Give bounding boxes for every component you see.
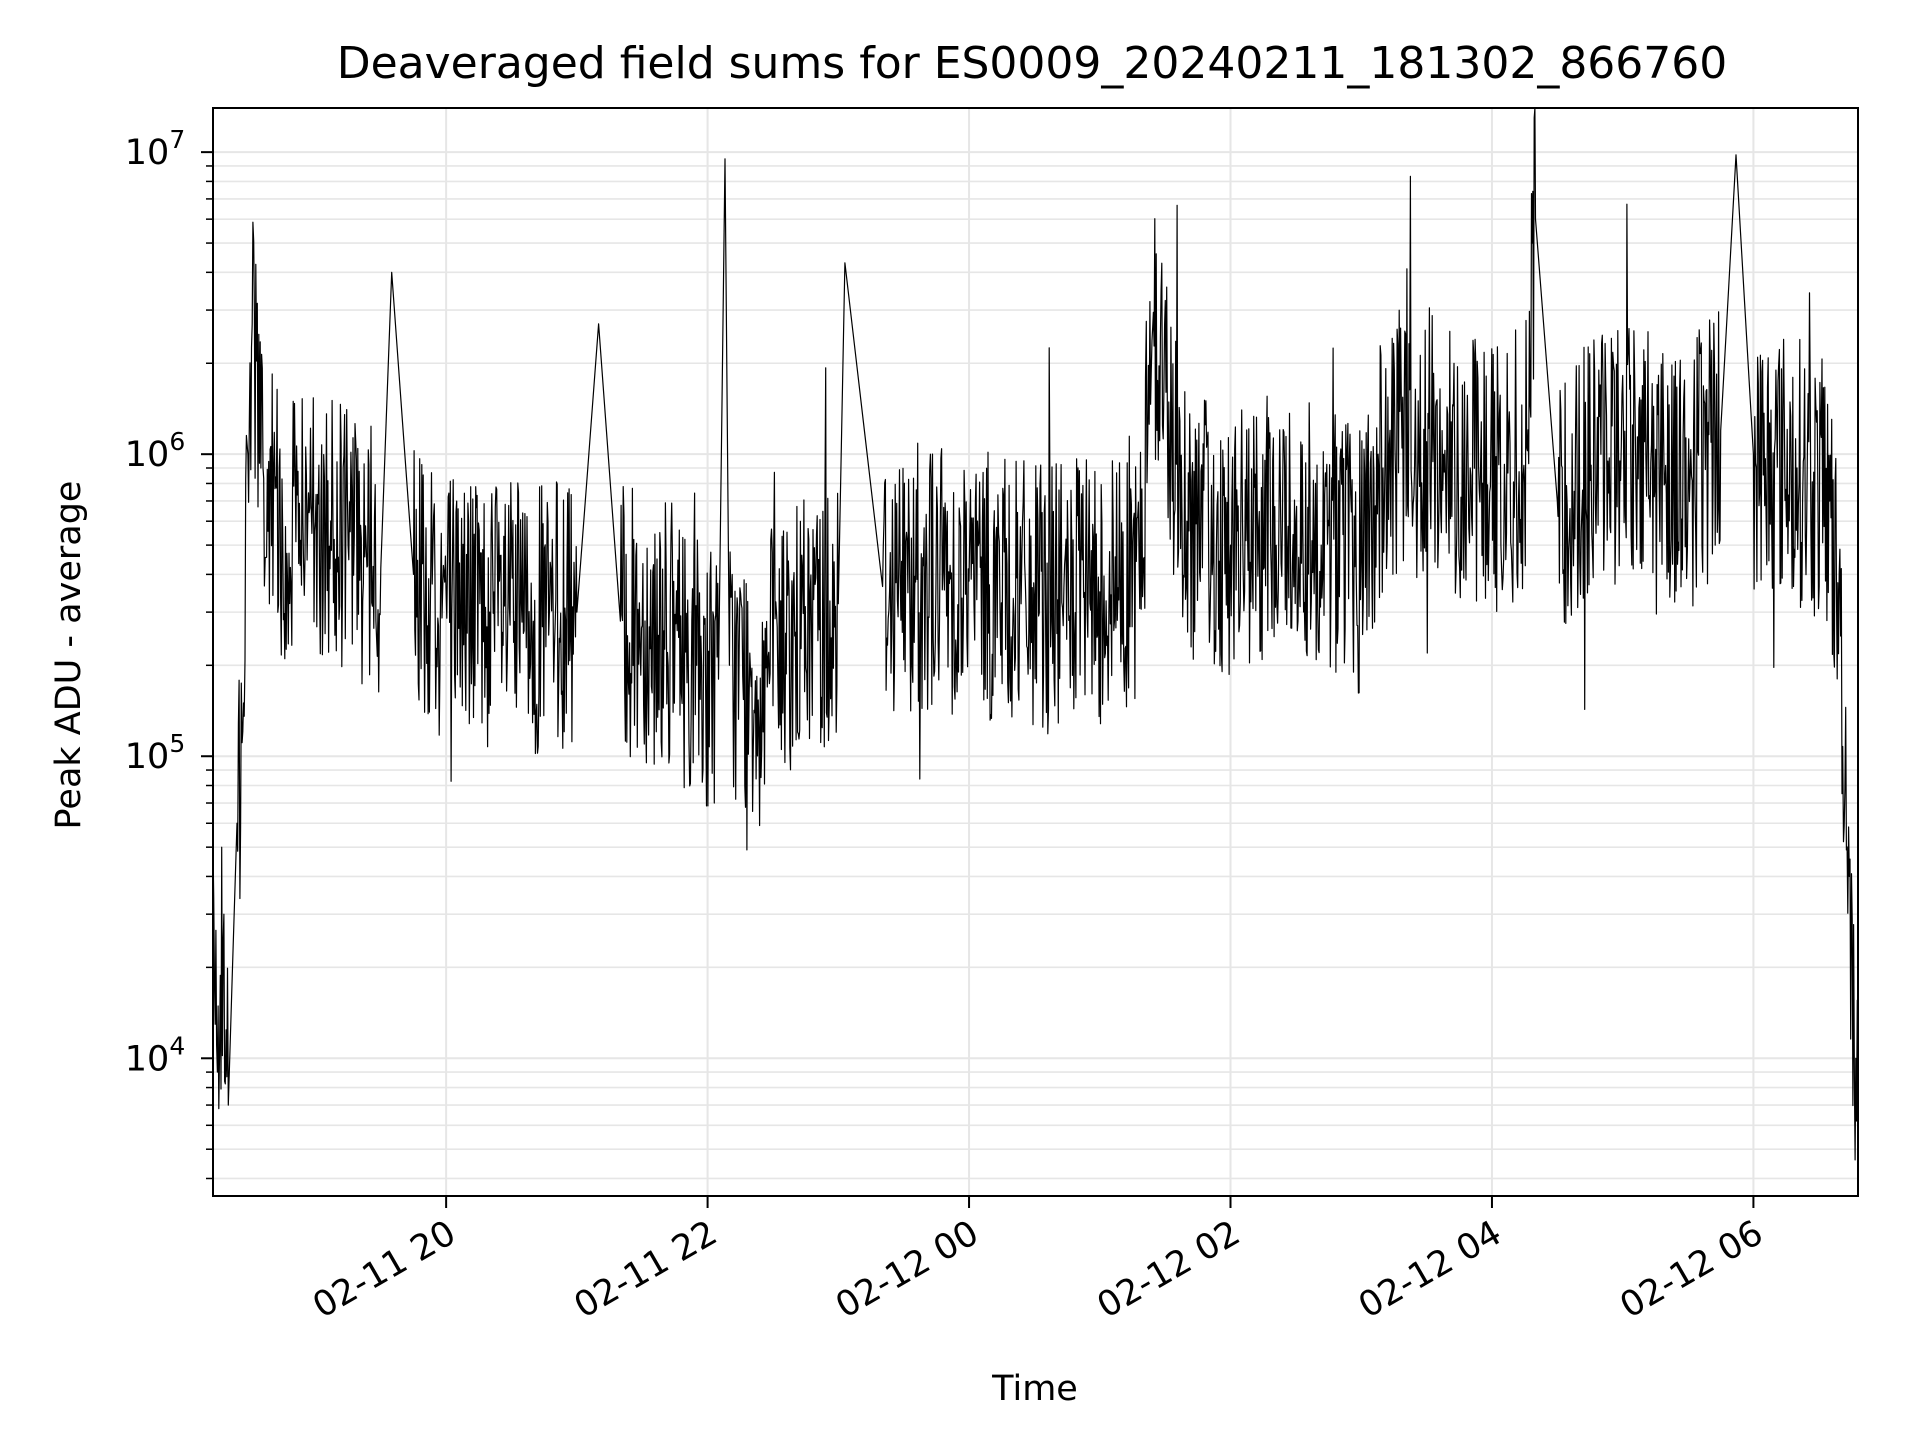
y-tick-label: 105 <box>125 729 185 777</box>
x-tick-label: 02-12 06 <box>1614 1213 1770 1326</box>
chart-title: Deaveraged field sums for ES0009_2024021… <box>337 38 1728 89</box>
x-tick-label: 02-12 04 <box>1352 1213 1508 1326</box>
x-tick-label: 02-11 20 <box>306 1213 462 1326</box>
x-tick-label: 02-12 02 <box>1091 1213 1247 1326</box>
y-axis-label: Peak ADU - average <box>49 481 89 830</box>
series-layer <box>212 107 1859 1161</box>
x-tick-label: 02-12 00 <box>829 1213 985 1326</box>
y-tick-label: 106 <box>125 427 185 475</box>
tick-layer: 104 105 106 107 02-11 20 02-11 22 02-12 00 02-1… <box>125 125 1770 1326</box>
plot-frame <box>212 107 1859 1197</box>
y-tick-label: 104 <box>125 1031 185 1079</box>
y-tick-label: 107 <box>125 125 185 173</box>
x-axis-label: Time <box>991 1369 1078 1409</box>
x-tick-label: 02-11 22 <box>568 1213 724 1326</box>
series-line-0 <box>212 107 1859 1161</box>
